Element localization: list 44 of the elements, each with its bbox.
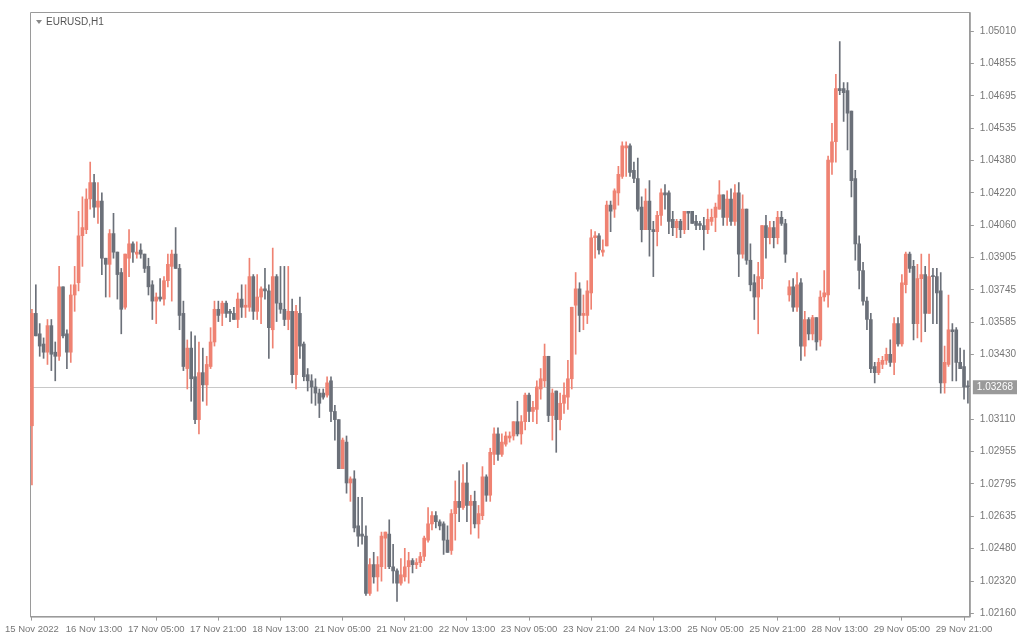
y-tick-label: 1.02635	[979, 510, 1017, 522]
x-tick-label: 28 Nov 13:00	[811, 622, 869, 634]
y-tick-label: 1.03745	[979, 283, 1017, 295]
candlestick	[457, 470, 461, 523]
y-tick-label: 1.03585	[979, 316, 1017, 328]
y-tick-label: 1.04855	[979, 56, 1017, 68]
x-tick-label: 22 Nov 13:00	[438, 622, 496, 634]
y-tick-label: 1.04695	[979, 89, 1017, 101]
candlestick	[286, 266, 291, 331]
x-tick-label: 18 Nov 13:00	[252, 622, 309, 634]
x-tick-label: 23 Nov 21:00	[562, 622, 620, 634]
x-tick-label: 15 Nov 2022	[5, 622, 59, 634]
y-tick-label: 1.02320	[979, 574, 1017, 586]
x-tick-label: 25 Nov 21:00	[749, 622, 806, 634]
y-tick-label: 1.03430	[979, 348, 1017, 359]
x-tick-label: 25 Nov 05:00	[687, 622, 744, 634]
x-tick-label: 29 Nov 21:00	[935, 622, 993, 634]
candlestick	[837, 41, 842, 96]
x-tick-label: 23 Nov 05:00	[500, 622, 558, 634]
y-tick-label: 1.02955	[979, 445, 1017, 457]
y-tick-label: 1.04380	[979, 153, 1017, 165]
x-tick-label: 24 Nov 13:00	[625, 622, 682, 634]
y-tick-label: 1.04535	[979, 122, 1017, 134]
x-tick-label: 21 Nov 05:00	[314, 622, 371, 634]
x-tick-label: 16 Nov 13:00	[65, 622, 123, 634]
y-tick-label: 1.02160	[979, 607, 1017, 619]
x-tick-label: 29 Nov 05:00	[873, 622, 931, 634]
x-tick-label: 17 Nov 05:00	[127, 622, 185, 634]
chart-title: EURUSD,H1	[46, 16, 104, 27]
y-tick-label: 1.04060	[979, 219, 1017, 231]
y-tick-label: 1.05010	[979, 25, 1017, 37]
candlestick	[200, 347, 205, 402]
candlestick	[931, 268, 935, 324]
ref-line-label: 1.03268	[976, 381, 1014, 393]
y-tick-label: 1.03905	[979, 250, 1017, 262]
candlestick	[96, 182, 100, 224]
candlestick	[468, 494, 473, 535]
y-tick-label: 1.02795	[979, 477, 1017, 489]
candlestick	[154, 292, 159, 324]
x-tick-label: 17 Nov 21:00	[190, 622, 247, 634]
y-tick-label: 1.02480	[979, 542, 1017, 554]
y-tick-label: 1.04220	[979, 186, 1017, 198]
y-tick-label: 1.03110	[979, 413, 1016, 425]
x-tick-label: 21 Nov 21:00	[376, 622, 434, 634]
